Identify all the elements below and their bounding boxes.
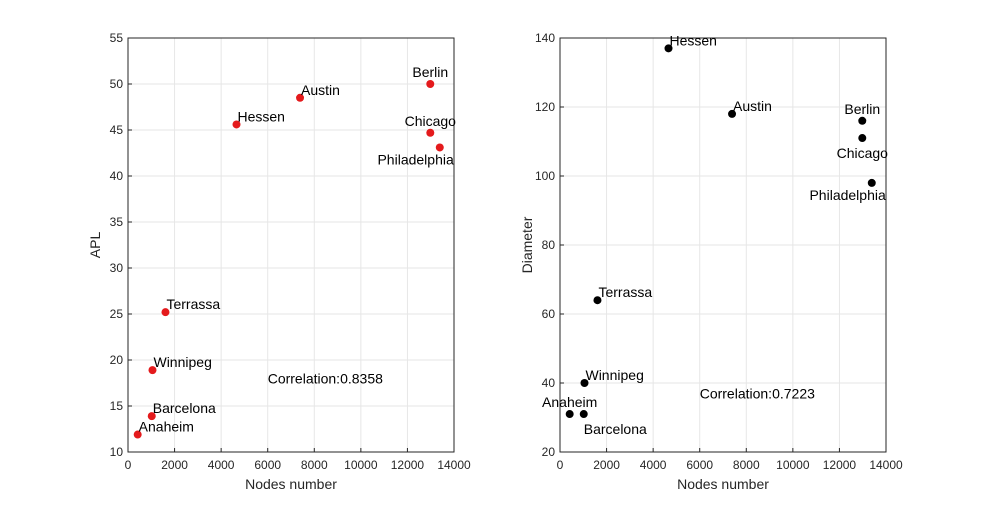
diameter-scatter-plot: 0 2000 4000 6000 8000 10000 12000 14000 20 40 60 80… <box>519 31 903 492</box>
x-tick-label: 8000 <box>733 458 760 472</box>
data-point-label: Hessen <box>238 108 285 124</box>
data-point <box>147 412 156 421</box>
data-point <box>664 44 673 53</box>
y-tick-label: 120 <box>535 100 555 114</box>
data-point-label: Anaheim <box>542 394 597 410</box>
x-tick-label: 14000 <box>437 458 471 472</box>
y-tick-label: 80 <box>542 238 556 252</box>
y-tick-label: 30 <box>110 261 124 275</box>
x-axis-label: Nodes number <box>677 476 769 492</box>
data-point-label: Barcelona <box>153 400 216 416</box>
y-tick-label: 100 <box>535 169 555 183</box>
data-point-label: Berlin <box>412 64 448 80</box>
data-point <box>579 410 588 419</box>
y-tick-label: 40 <box>542 376 556 390</box>
data-point-label: Anaheim <box>139 419 194 435</box>
data-point-label: Austin <box>733 98 772 114</box>
x-tick-label: 6000 <box>686 458 713 472</box>
data-point <box>435 143 444 152</box>
x-tick-label: 6000 <box>254 458 281 472</box>
data-point-label: Chicago <box>837 145 889 161</box>
y-tick-label: 35 <box>110 215 124 229</box>
y-tick-label: 15 <box>110 399 124 413</box>
x-tick-label: 14000 <box>869 458 903 472</box>
correlation-annotation: Correlation:0.8358 <box>268 370 383 386</box>
axes-box <box>559 37 887 453</box>
data-point-label: Philadelphia <box>377 151 453 167</box>
x-tick-label: 12000 <box>391 458 425 472</box>
data-point <box>426 80 435 88</box>
data-point <box>858 134 867 143</box>
data-point-label: Austin <box>301 82 340 98</box>
data-point-label: Terrassa <box>166 296 220 312</box>
data-point <box>728 109 737 118</box>
data-point-label: Winnipeg <box>153 354 211 370</box>
x-tick-label: 10000 <box>776 458 810 472</box>
data-point-label: Hessen <box>670 32 717 48</box>
x-tick-label: 0 <box>557 458 564 472</box>
data-point-label: Barcelona <box>584 421 647 437</box>
y-tick-label: 40 <box>110 169 124 183</box>
y-tick-label: 60 <box>542 307 556 321</box>
x-tick-label: 12000 <box>823 458 857 472</box>
correlation-annotation: Correlation:0.7223 <box>700 385 815 401</box>
axes-box <box>127 37 455 453</box>
x-tick-label: 0 <box>125 458 132 472</box>
data-point-label: Terrassa <box>598 284 652 300</box>
x-tick-label: 4000 <box>640 458 667 472</box>
x-axis-label: Nodes number <box>245 476 337 492</box>
data-point-label: Winnipeg <box>585 367 643 383</box>
y-tick-label: 25 <box>110 307 124 321</box>
x-tick-label: 8000 <box>301 458 328 472</box>
data-point <box>148 366 157 375</box>
data-point <box>565 410 574 419</box>
y-tick-label: 45 <box>110 123 124 137</box>
data-point-label: Chicago <box>405 113 457 129</box>
data-point <box>296 93 305 102</box>
x-tick-label: 2000 <box>161 458 188 472</box>
data-point <box>232 120 241 129</box>
y-tick-label: 50 <box>110 77 124 91</box>
data-point <box>426 128 435 137</box>
y-tick-label: 55 <box>110 31 124 45</box>
data-point <box>593 296 602 305</box>
y-tick-label: 20 <box>110 353 124 367</box>
y-tick-label: 20 <box>542 445 556 459</box>
data-point <box>133 430 142 439</box>
apl-scatter-plot: 0 2000 4000 6000 8000 10000 12000 14000 10 15 20 25… <box>87 31 471 492</box>
x-tick-label: 4000 <box>208 458 235 472</box>
y-axis-label: Diameter <box>519 216 535 273</box>
data-point <box>161 308 170 317</box>
y-axis-label: APL <box>87 232 103 259</box>
data-point <box>867 178 876 187</box>
x-tick-label: 2000 <box>593 458 620 472</box>
plot-area <box>128 38 454 452</box>
data-point-label: Berlin <box>844 101 880 117</box>
data-point-label: Philadelphia <box>809 187 885 203</box>
data-point <box>858 116 867 125</box>
y-tick-label: 10 <box>110 445 124 459</box>
x-tick-label: 10000 <box>344 458 378 472</box>
y-tick-label: 140 <box>535 31 555 45</box>
data-point <box>580 379 589 387</box>
